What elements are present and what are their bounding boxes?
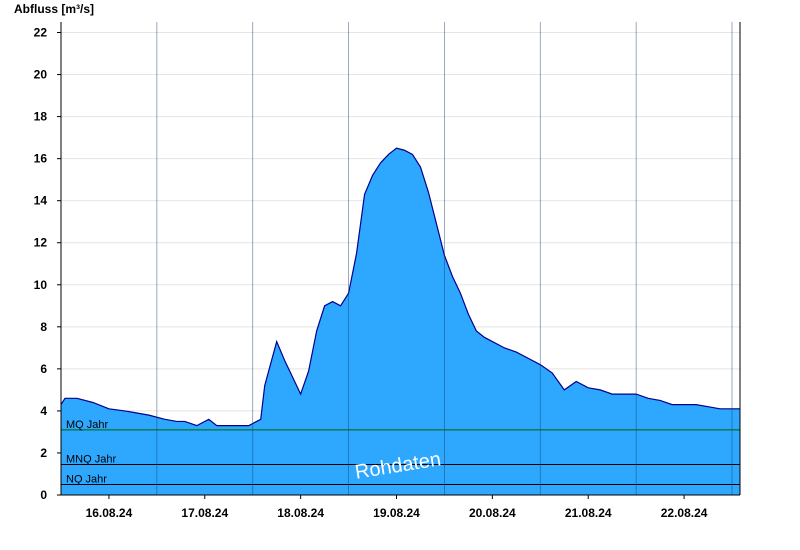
- reference-label-mq-jahr: MQ Jahr: [66, 419, 109, 431]
- y-tick-label: 20: [34, 68, 48, 82]
- y-tick-label: 14: [34, 194, 48, 208]
- x-tick-label: 17.08.24: [181, 506, 228, 520]
- x-tick-label: 16.08.24: [86, 506, 133, 520]
- x-tick-label: 20.08.24: [469, 506, 516, 520]
- y-tick-label: 6: [40, 362, 47, 376]
- y-tick-label: 2: [40, 446, 47, 460]
- x-tick-label: 22.08.24: [661, 506, 708, 520]
- reference-lines: MQ Jahr MNQ Jahr NQ Jahr: [61, 419, 740, 485]
- discharge-area: [61, 148, 740, 495]
- x-tick-label: 19.08.24: [373, 506, 420, 520]
- y-tick-label: 8: [40, 320, 47, 334]
- y-axis-label: Abfluss [m³/s]: [14, 2, 94, 16]
- y-tick-label: 0: [40, 488, 47, 502]
- axes: [57, 22, 741, 499]
- x-tick-label: 21.08.24: [565, 506, 612, 520]
- discharge-line: [60, 147, 740, 427]
- y-tick-labels: 0 2 4 6 8 10 12 14 16 18 20 22: [34, 26, 48, 502]
- y-tick-label: 10: [34, 278, 48, 292]
- y-tick-label: 12: [34, 236, 48, 250]
- x-tick-label: 18.08.24: [277, 506, 324, 520]
- area-layer: [60, 147, 740, 495]
- reference-label-mnq-jahr: MNQ Jahr: [66, 454, 116, 466]
- day-separator-lines: [156, 22, 733, 495]
- y-tick-label: 22: [34, 26, 48, 40]
- reference-label-nq-jahr: NQ Jahr: [66, 473, 107, 485]
- x-tick-labels: 16.08.24 17.08.24 18.08.24 19.08.24 20.08.24…: [86, 506, 708, 520]
- y-tick-label: 16: [34, 152, 48, 166]
- y-tick-label: 18: [34, 110, 48, 124]
- y-tick-label: 4: [40, 404, 47, 418]
